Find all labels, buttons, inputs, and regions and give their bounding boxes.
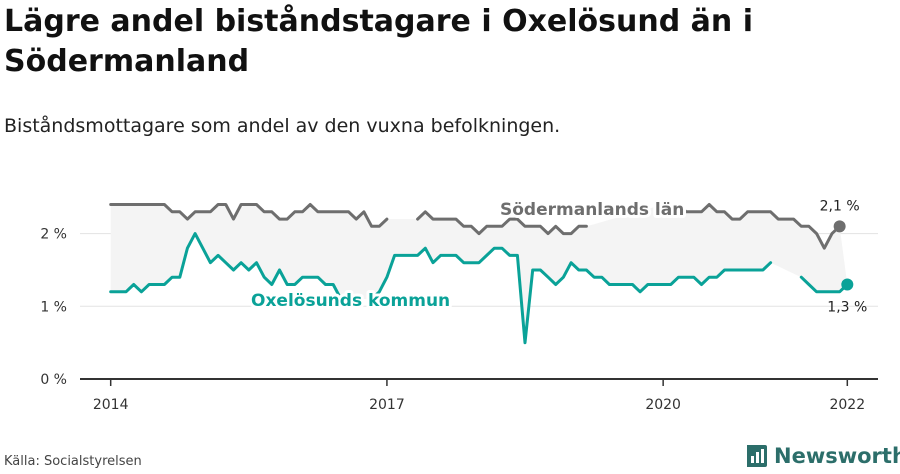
series-label-oxelosund: Oxelösunds kommun	[251, 291, 450, 311]
chart-title: Lägre andel biståndstagare i Oxelösund ä…	[4, 4, 753, 79]
end-point	[833, 220, 846, 233]
gap-area	[110, 204, 848, 343]
series-layer	[109, 203, 854, 345]
area-layer	[110, 204, 848, 343]
end-value-label: 2,1 %	[820, 198, 860, 214]
end-value-label: 1,3 %	[827, 300, 867, 316]
series-line-sodermanland	[109, 203, 842, 250]
x-tick-label: 2017	[369, 397, 405, 413]
end-point	[841, 278, 854, 291]
x-tick-label: 2020	[645, 397, 681, 413]
brand-name: Newsworthy	[774, 444, 900, 468]
y-tick-label: 2 %	[40, 227, 67, 243]
series-line-oxelosund	[109, 232, 849, 345]
x-tick-label: 2014	[93, 397, 129, 413]
series-label-sodermanland: Södermanlands län	[500, 200, 684, 220]
x-tick-label: 2022	[829, 397, 865, 413]
bar-chart-logo-icon	[747, 445, 767, 467]
source-note: Källa: Socialstyrelsen	[4, 454, 142, 469]
label-layer: 2,1 % 1,3 % Södermanlands län Oxelösunds ko…	[248, 197, 867, 316]
chart-subtitle: Biståndsmottagare som andel av den vuxna…	[4, 115, 561, 137]
y-tick-label: 0 %	[40, 372, 67, 388]
brand-logo: Newsworthy	[744, 443, 900, 469]
y-tick-label: 1 %	[40, 299, 67, 315]
